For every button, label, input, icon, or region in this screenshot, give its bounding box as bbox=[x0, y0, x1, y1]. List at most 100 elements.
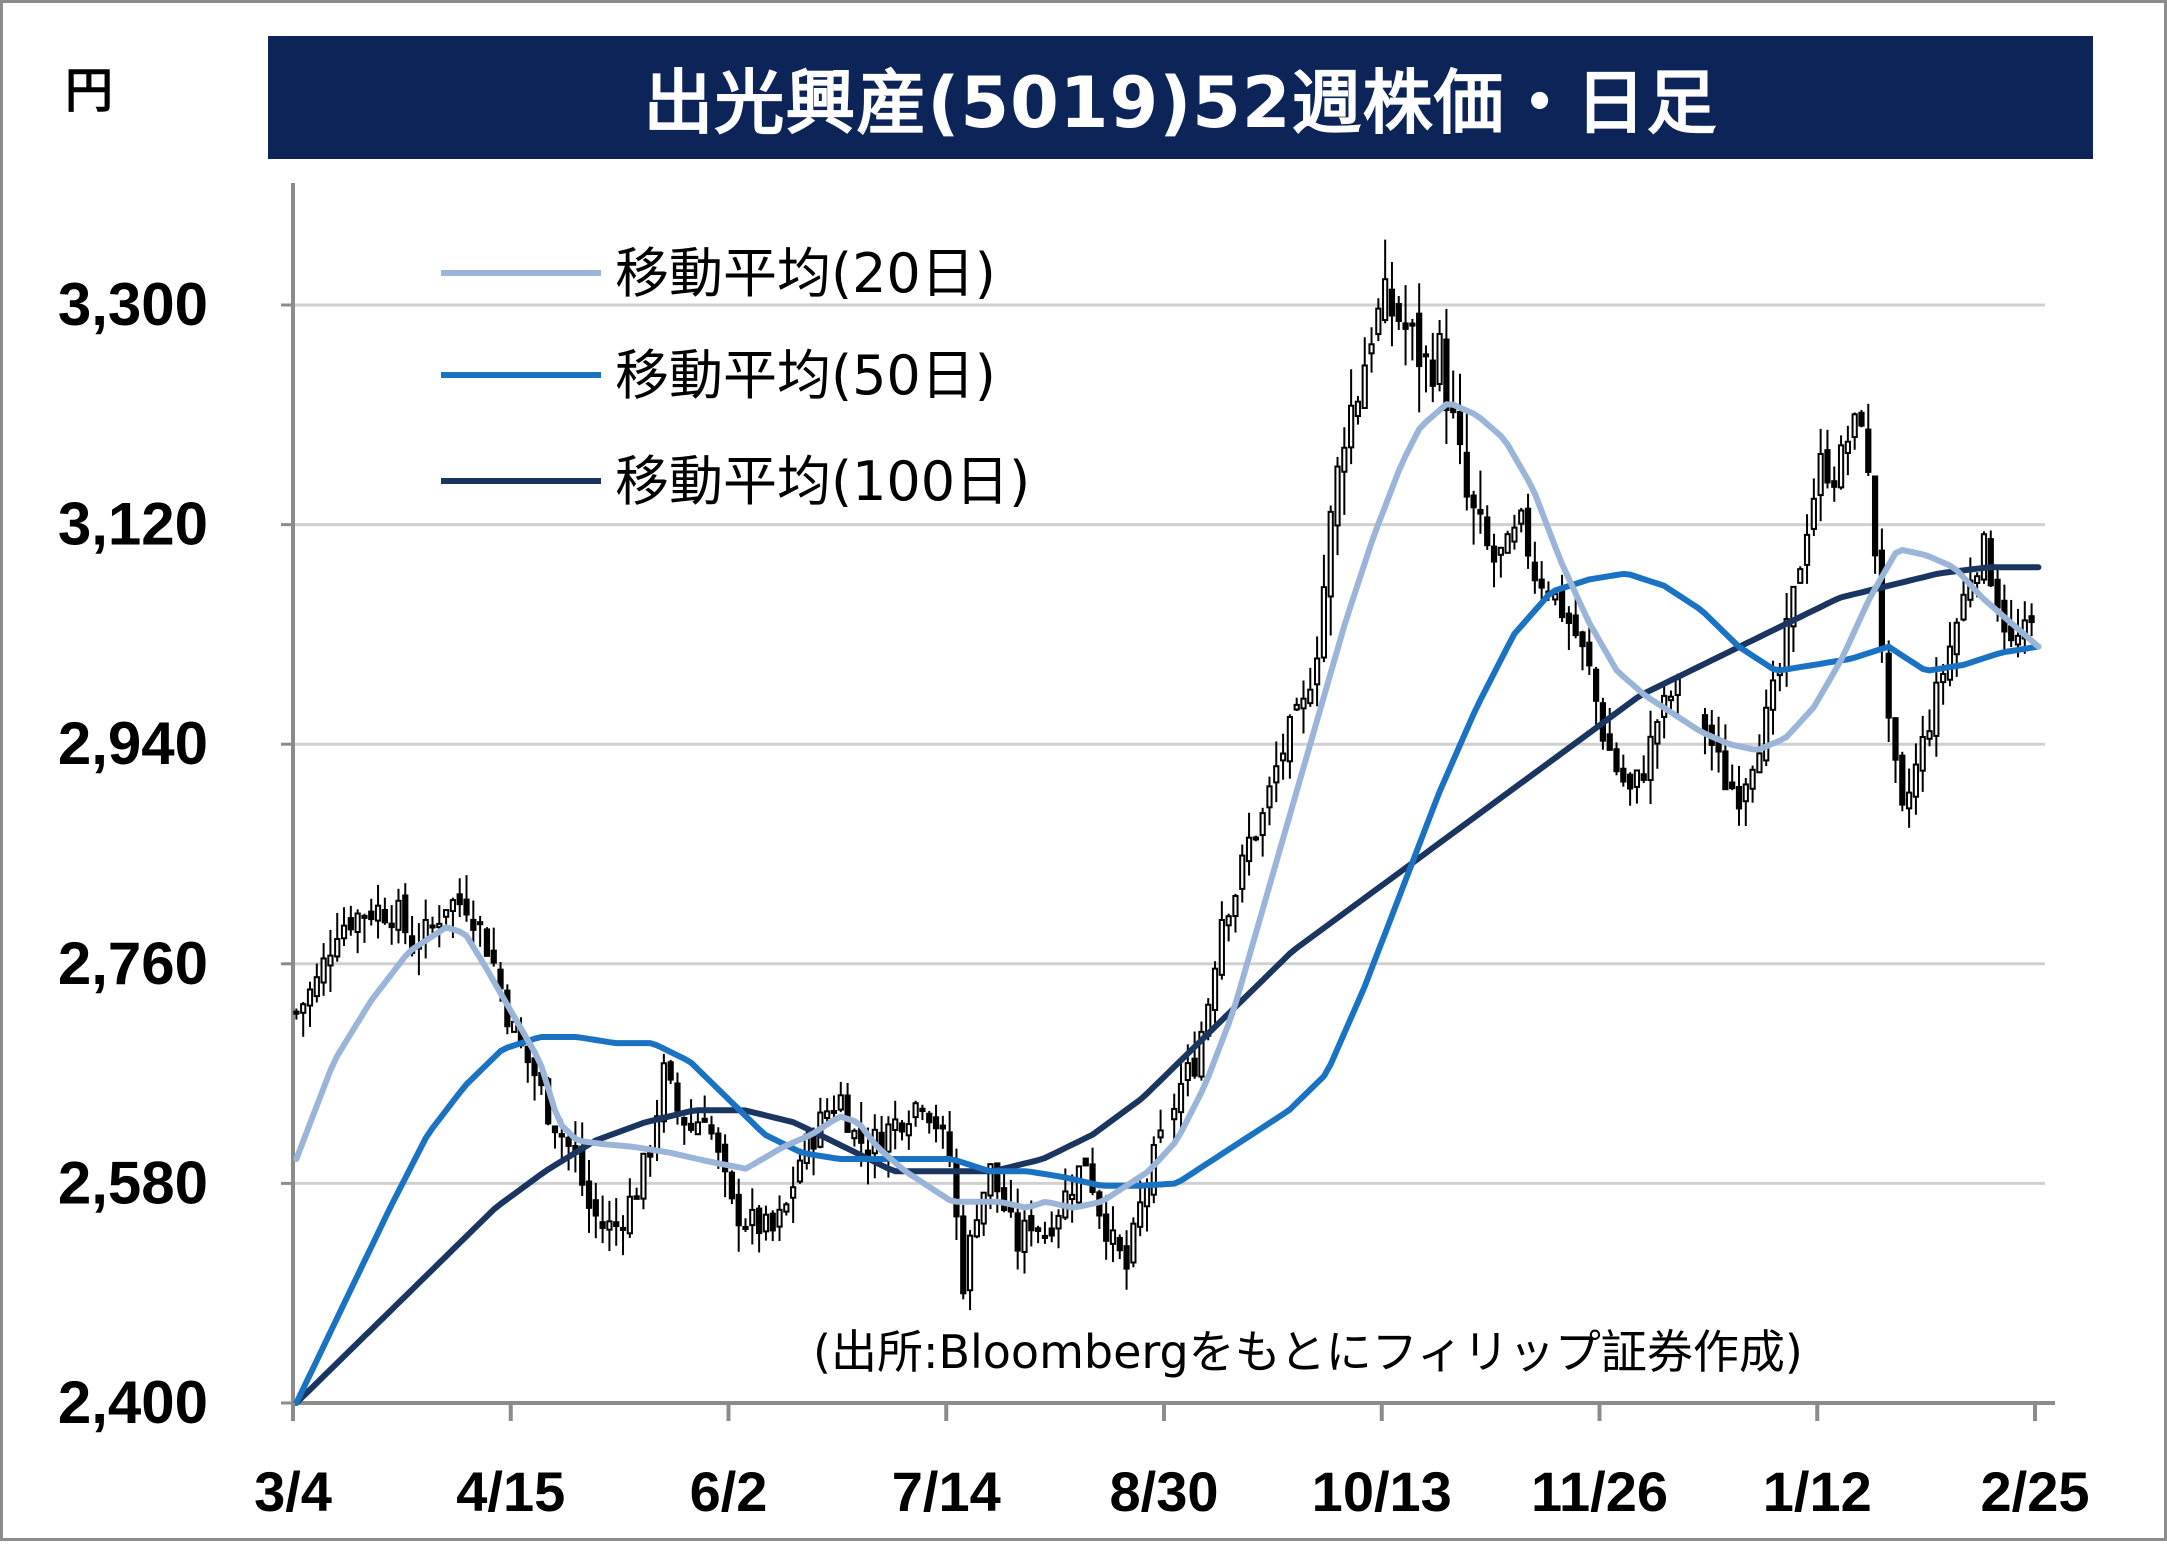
candle-body-up bbox=[762, 1213, 770, 1233]
ma50-line bbox=[293, 570, 2042, 1406]
candle bbox=[1654, 719, 1661, 769]
candle-body-down bbox=[1103, 1213, 1110, 1242]
candle-body-up bbox=[885, 1123, 892, 1153]
candle-body-up bbox=[1130, 1222, 1137, 1264]
candle bbox=[388, 905, 395, 945]
candle-body-down bbox=[463, 898, 470, 916]
candle-body-down bbox=[361, 914, 368, 919]
candle bbox=[912, 1100, 919, 1127]
candle-body-up bbox=[1919, 735, 1926, 772]
candle-body-down bbox=[1579, 631, 1586, 648]
source-note: (出所:Bloombergをもとにフィリップ証券作成) bbox=[813, 1325, 1803, 1379]
candle-body-up bbox=[334, 938, 341, 958]
candle-body-down bbox=[551, 1125, 559, 1134]
candle bbox=[1783, 593, 1790, 687]
candle bbox=[1735, 765, 1743, 826]
candle-body-down bbox=[1035, 1227, 1042, 1232]
candle-body-up bbox=[1286, 716, 1293, 763]
candle-body-down bbox=[1116, 1236, 1123, 1252]
candle-body-down bbox=[1470, 494, 1477, 509]
candle bbox=[1191, 1031, 1198, 1079]
candle-body-up bbox=[742, 1225, 749, 1230]
candle-body-up bbox=[442, 909, 450, 918]
candle bbox=[1769, 660, 1777, 735]
candle-body-up bbox=[1756, 752, 1763, 774]
candle bbox=[1341, 427, 1348, 515]
candle bbox=[1409, 318, 1416, 361]
candle-body-down bbox=[1987, 538, 1994, 587]
candle bbox=[1443, 308, 1450, 444]
y-axis-ticks: 2,400 2,580 2,760 2,940 3,120 3,300 bbox=[58, 271, 293, 1436]
candle bbox=[1116, 1234, 1123, 1260]
candle-body-up bbox=[640, 1152, 647, 1200]
candle bbox=[973, 1199, 980, 1239]
candle-body-up bbox=[1511, 526, 1518, 543]
chart-title-bar: 出光興産(5019)52週株価・日足 bbox=[268, 36, 2093, 159]
candle-body-down bbox=[633, 1195, 640, 1200]
candle-body-down bbox=[1878, 549, 1886, 649]
candle bbox=[837, 1081, 844, 1113]
candle bbox=[606, 1200, 613, 1252]
candle bbox=[1763, 689, 1770, 767]
candle-body-down bbox=[932, 1116, 940, 1130]
candle bbox=[1286, 714, 1293, 779]
candle bbox=[817, 1097, 824, 1149]
candle bbox=[1980, 531, 1988, 584]
candle-body-up bbox=[980, 1191, 987, 1225]
candle bbox=[1899, 751, 1906, 812]
candle bbox=[769, 1210, 776, 1242]
candle bbox=[347, 905, 354, 936]
candle bbox=[1824, 429, 1831, 489]
candle-body-up bbox=[1327, 510, 1334, 598]
candle-body-up bbox=[1375, 307, 1382, 336]
candle-body-up bbox=[1341, 446, 1348, 473]
candle-body-up bbox=[1980, 533, 1988, 581]
candle-body-up bbox=[1300, 697, 1307, 710]
candle bbox=[932, 1104, 940, 1143]
candle bbox=[1096, 1189, 1103, 1230]
candle-body-down bbox=[490, 949, 497, 964]
candle-body-down bbox=[1089, 1163, 1096, 1193]
candle-body-down bbox=[1722, 750, 1729, 791]
candle-body-up bbox=[1293, 703, 1300, 711]
candle-body-down bbox=[1123, 1245, 1130, 1270]
candle-body-up bbox=[776, 1208, 783, 1228]
candle-body-up bbox=[1361, 364, 1368, 409]
candle-body-down bbox=[830, 1110, 838, 1115]
candle-body-down bbox=[701, 1117, 708, 1123]
candle-body-up bbox=[1797, 568, 1804, 584]
candle-body-down bbox=[402, 894, 409, 934]
candle bbox=[1742, 778, 1749, 827]
candle bbox=[1504, 530, 1511, 554]
candle bbox=[626, 1178, 633, 1238]
candle bbox=[1041, 1221, 1049, 1244]
candle-body-down bbox=[919, 1107, 926, 1113]
candle-body-up bbox=[973, 1219, 980, 1238]
candle bbox=[422, 899, 429, 959]
candle-body-down bbox=[2008, 625, 2015, 642]
candle bbox=[1592, 666, 1600, 725]
candle-body-up bbox=[340, 924, 348, 940]
candle-body-up bbox=[1348, 404, 1355, 449]
candle-body-up bbox=[1232, 894, 1239, 918]
candle bbox=[1382, 239, 1389, 324]
candle-body-down bbox=[1191, 1057, 1198, 1077]
candle-body-down bbox=[898, 1122, 906, 1133]
candle-body-down bbox=[381, 908, 388, 924]
candle bbox=[1627, 772, 1634, 806]
x-tick-label: 1/12 bbox=[1763, 1460, 1872, 1523]
candle bbox=[1558, 574, 1566, 622]
moving-average-lines bbox=[293, 401, 2042, 1406]
candle-body-down bbox=[926, 1112, 933, 1124]
candle bbox=[1375, 298, 1382, 342]
candle-body-up bbox=[1273, 765, 1280, 784]
candle bbox=[551, 1125, 559, 1149]
candle-body-up bbox=[912, 1102, 919, 1119]
candle-body-up bbox=[1497, 546, 1504, 556]
candle bbox=[1552, 593, 1559, 606]
candle-body-up bbox=[327, 954, 334, 967]
candle-body-up bbox=[1633, 769, 1641, 788]
candlestick-chart: 2,400 2,580 2,760 2,940 3,120 3,300 3/4 4/15 6/… bbox=[58, 183, 2090, 1523]
candle-body-down bbox=[470, 918, 477, 931]
candle bbox=[1518, 507, 1525, 533]
